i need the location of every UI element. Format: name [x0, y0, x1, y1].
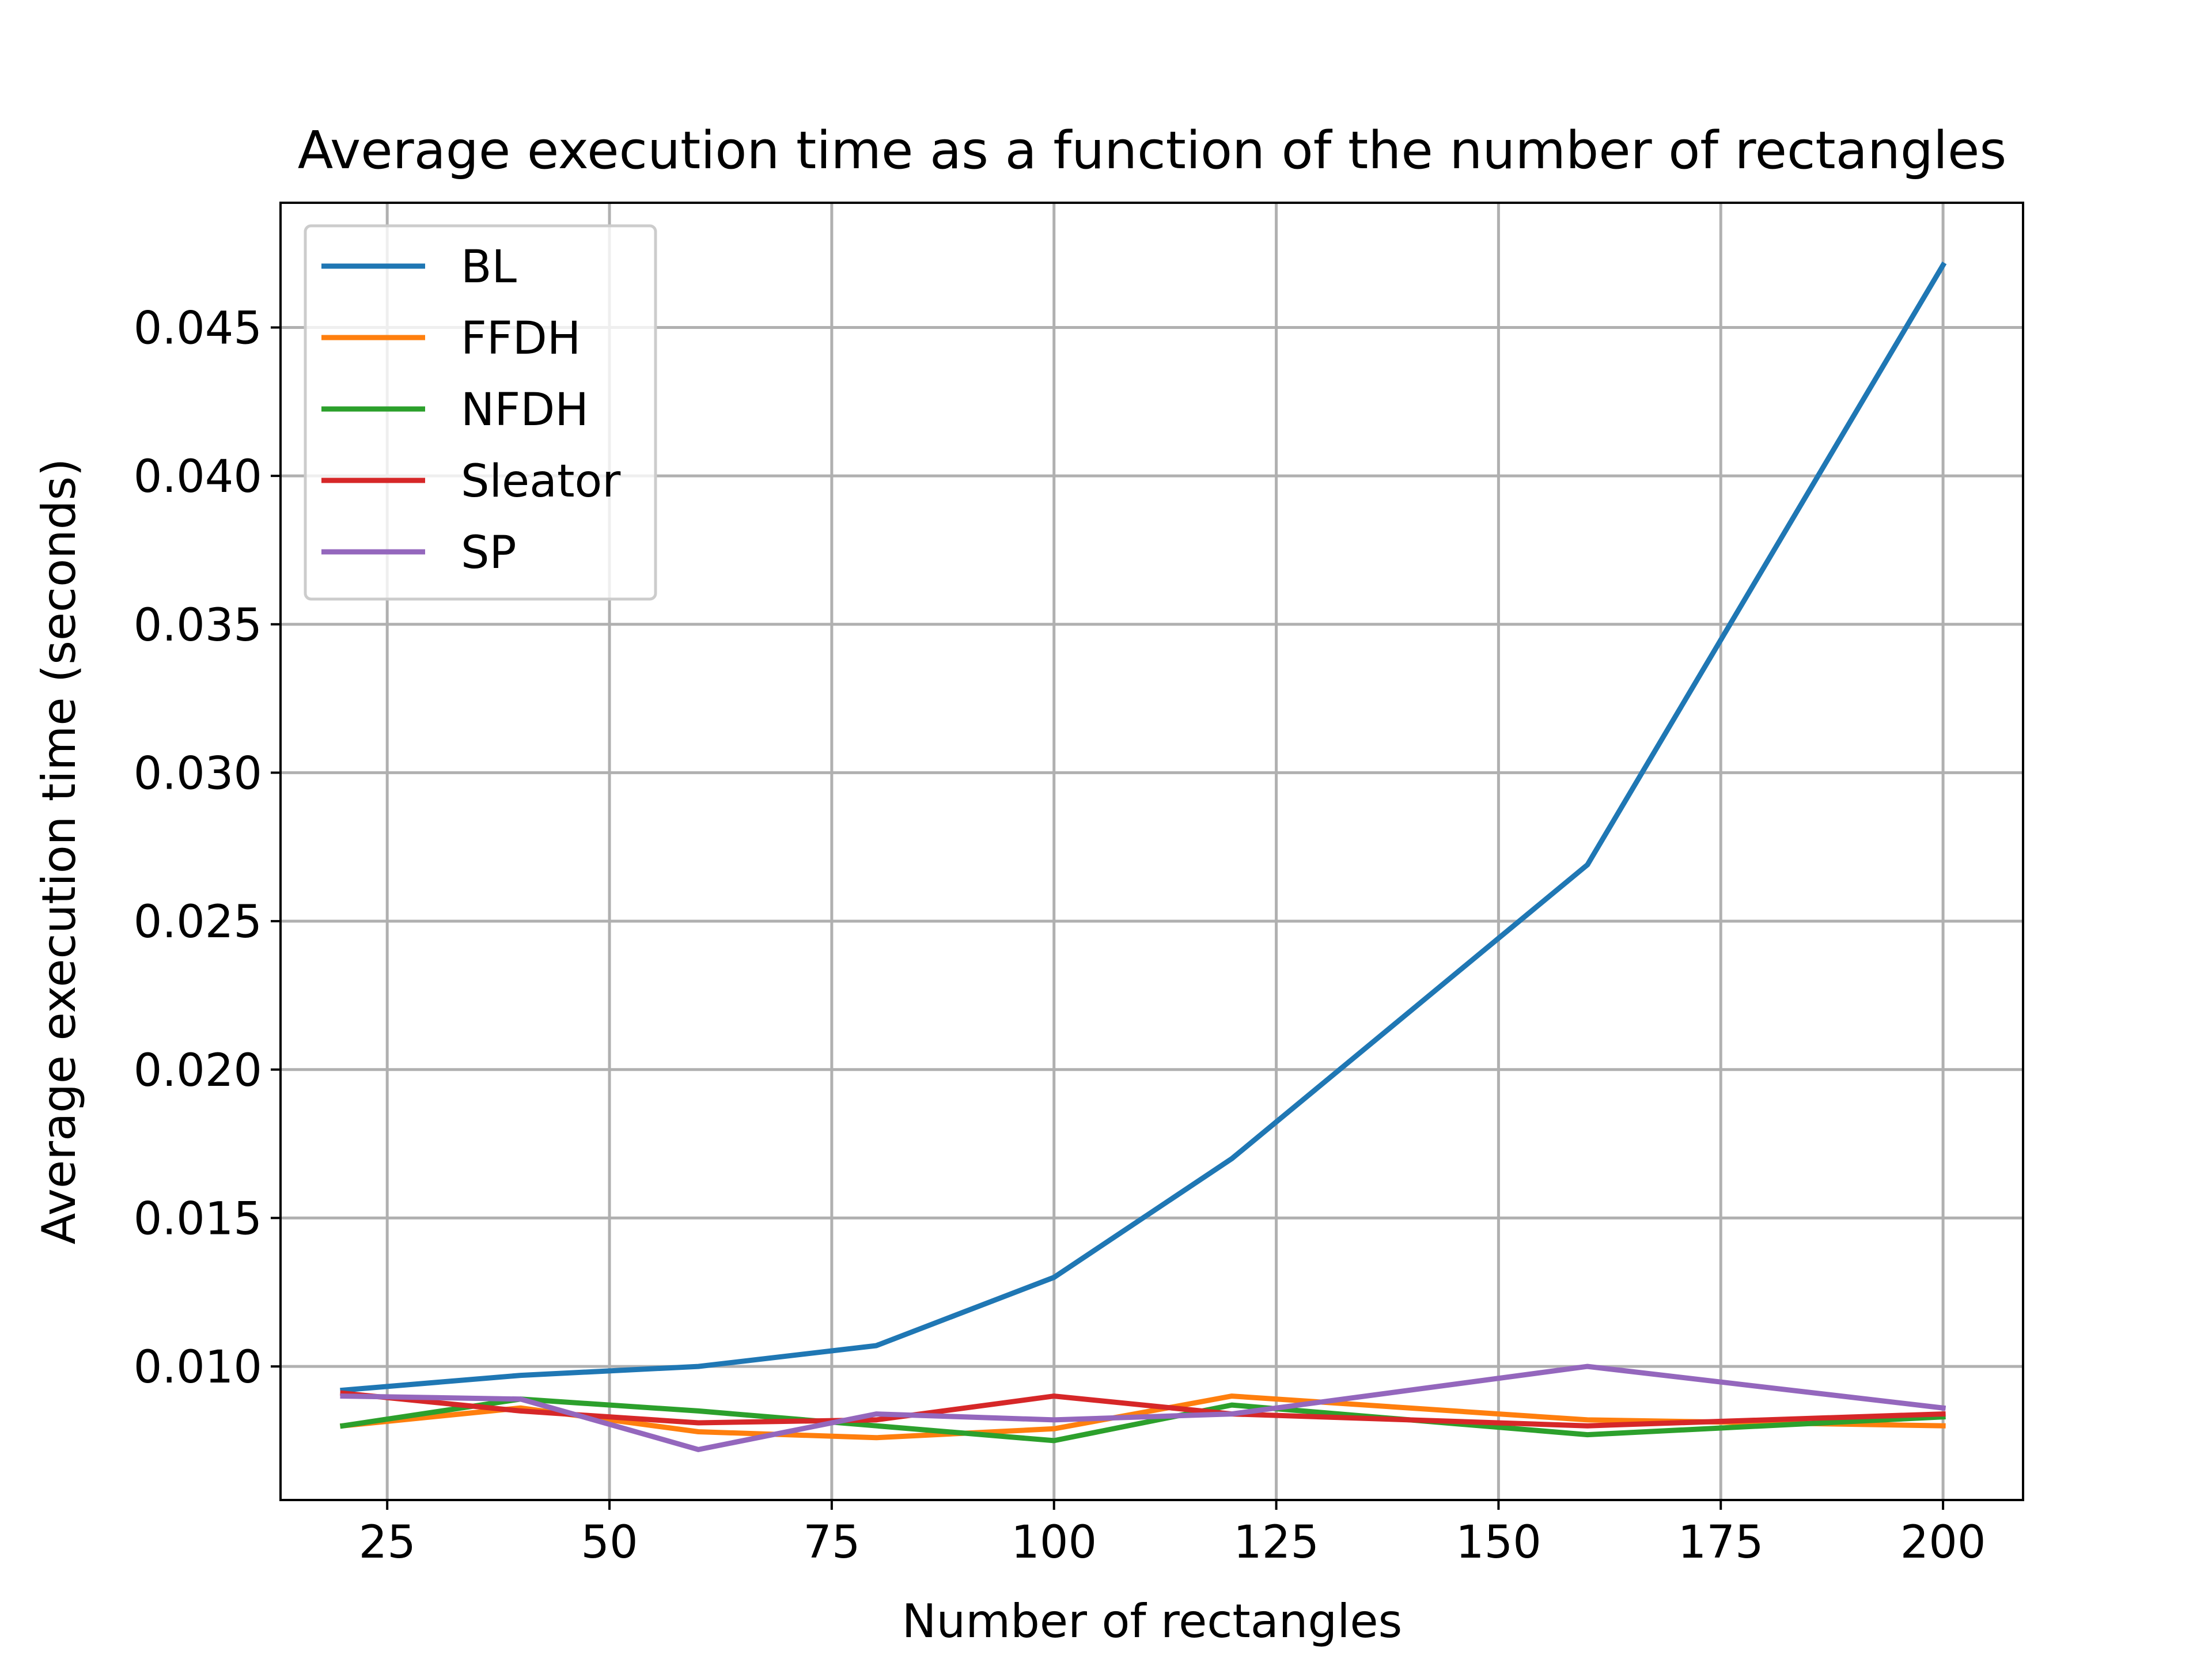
x-tick-label: 150 [1456, 1517, 1541, 1569]
x-tick-label: 175 [1678, 1517, 1764, 1569]
y-axis-label: Average execution time (seconds) [32, 459, 86, 1245]
series-line-sleator [340, 1390, 1946, 1429]
y-tick-label: 0.015 [134, 1193, 262, 1245]
x-axis: 25 50 75 100 125 150 175 200 [359, 1500, 1986, 1569]
legend: BL FFDH NFDH Sleator SP [304, 224, 657, 601]
series-line-bl [340, 262, 1947, 1393]
x-tick-label: 200 [1900, 1517, 1986, 1569]
series-line-sp [340, 1363, 1946, 1452]
x-tick-label: 75 [803, 1517, 860, 1569]
legend-label-sleator: Sleator [461, 456, 621, 507]
chart-title: Average execution time as a function of … [298, 120, 2007, 181]
y-tick-label: 0.025 [134, 896, 262, 948]
y-tick-label: 0.035 [134, 600, 262, 652]
y-axis: 0.010 0.015 0.020 0.025 0.030 0.035 0.040 0.045 [134, 302, 281, 1393]
x-axis-label: Number of rectangles [902, 1594, 1403, 1648]
plot-area-frame [279, 202, 2024, 1501]
y-tick-label: 0.020 [134, 1045, 262, 1097]
y-tick-label: 0.010 [134, 1342, 262, 1393]
legend-label-bl: BL [461, 241, 517, 293]
x-tick-label: 100 [1011, 1517, 1097, 1569]
x-tick-label: 50 [581, 1517, 638, 1569]
y-tick-label: 0.030 [134, 748, 262, 800]
x-tick-label: 125 [1233, 1517, 1319, 1569]
y-tick-label: 0.040 [134, 451, 262, 503]
series-lines [339, 262, 1947, 1452]
legend-label-ffdh: FFDH [461, 313, 581, 365]
legend-box [304, 224, 657, 601]
series-line-nfdh [339, 1396, 1946, 1444]
legend-label-sp: SP [461, 527, 517, 579]
x-tick-label: 25 [359, 1517, 416, 1569]
legend-label-nfdh: NFDH [461, 384, 589, 436]
y-tick-label: 0.045 [134, 302, 262, 354]
